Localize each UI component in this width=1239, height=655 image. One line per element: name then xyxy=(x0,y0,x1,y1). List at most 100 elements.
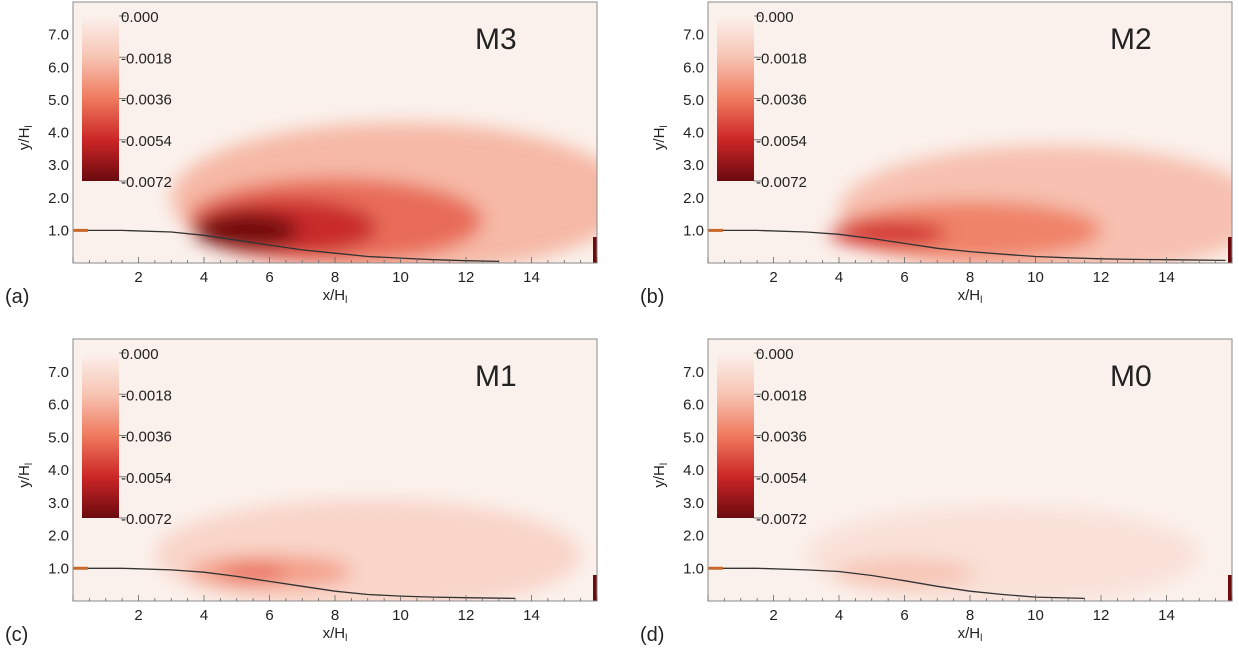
panel-4: 2 4 6 8 10 12 14 1.0 2.0 3.0 4.0 5.0 6.0 7.0 x/Hl y/Hl (… xyxy=(640,338,1233,646)
heatmap-region-3 xyxy=(829,220,948,247)
x-axis-label: x/Hl xyxy=(323,625,348,644)
colorbar-tick-label: -0.0054 xyxy=(121,133,172,150)
y-axis-label: y/Hl xyxy=(16,125,35,150)
y-tick-label: 6.0 xyxy=(48,397,69,414)
y-tick-label: 3.0 xyxy=(48,157,69,174)
x-tick-label: 12 xyxy=(1093,607,1110,624)
panel-2: 2 4 6 8 10 12 14 1.0 2.0 3.0 4.0 5.0 6.0 7.0 x/Hl y/Hl (… xyxy=(640,1,1233,308)
x-tick-label: 6 xyxy=(265,607,273,624)
colorbar-tick-label: -0.0054 xyxy=(756,133,807,150)
x-tick-label: 14 xyxy=(1158,607,1175,624)
interface-line xyxy=(73,229,499,263)
interface-line xyxy=(708,567,1085,600)
panel-label: (d) xyxy=(640,624,664,646)
outlet-edge xyxy=(1228,237,1232,263)
outlet-edge xyxy=(1228,575,1232,601)
x-tick-label: 14 xyxy=(523,607,540,624)
y-tick-label: 4.0 xyxy=(48,125,69,142)
y-tick-label: 6.0 xyxy=(48,59,69,76)
y-tick-label: 2.0 xyxy=(683,528,704,545)
y-tick-label: 2.0 xyxy=(48,190,69,207)
y-tick-label: 4.0 xyxy=(48,462,69,479)
heatmap-field xyxy=(154,499,581,601)
panel-1: 2 4 6 8 10 12 14 1.0 2.0 3.0 4.0 5.0 6.0 7.0 x/Hl y/Hl (… xyxy=(5,1,598,308)
y-tick-label: 4.0 xyxy=(683,125,704,142)
x-tick-label: 12 xyxy=(458,607,475,624)
y-axis-label: y/Hl xyxy=(651,463,670,488)
x-tick-label: 8 xyxy=(966,269,974,286)
colorbar xyxy=(82,353,119,518)
panel-label: (c) xyxy=(5,624,28,646)
y-tick-label: 7.0 xyxy=(683,27,704,44)
y-tick-label: 7.0 xyxy=(683,364,704,381)
x-tick-label: 8 xyxy=(331,607,339,624)
y-tick-label: 5.0 xyxy=(48,92,69,109)
x-tick-label: 10 xyxy=(1027,607,1044,624)
heatmap-field xyxy=(829,145,1232,263)
colorbar-tick-label: 0.000 xyxy=(756,346,794,363)
colorbar-tick-label: -0.0036 xyxy=(121,92,172,109)
colorbar-tick-label: -0.0072 xyxy=(756,174,807,191)
x-tick-label: 8 xyxy=(331,269,339,286)
heatmap-field xyxy=(806,506,1200,601)
heatmap-region-4 xyxy=(194,212,299,249)
x-tick-label: 2 xyxy=(134,269,142,286)
case-label: M1 xyxy=(475,360,517,393)
x-tick-label: 4 xyxy=(200,607,208,624)
y-tick-label: 3.0 xyxy=(683,495,704,512)
y-tick-label: 6.0 xyxy=(683,59,704,76)
colorbar-tick-label: -0.0072 xyxy=(121,511,172,528)
x-axis-label: x/Hl xyxy=(323,287,348,306)
y-tick-label: 1.0 xyxy=(48,222,69,239)
panel-label: (a) xyxy=(5,286,29,308)
y-tick-label: 2.0 xyxy=(48,528,69,545)
colorbar-tick-label: -0.0018 xyxy=(756,50,807,67)
x-tick-label: 14 xyxy=(523,269,540,286)
colorbar-tick-label: 0.000 xyxy=(121,9,159,26)
outlet-edge xyxy=(593,237,597,263)
colorbar-tick-label: -0.0054 xyxy=(756,470,807,487)
heatmap-region-3 xyxy=(220,564,286,582)
x-tick-label: 12 xyxy=(458,269,475,286)
y-axis-label: y/Hl xyxy=(651,125,670,150)
x-axis-label: x/Hl xyxy=(958,625,983,644)
y-tick-label: 5.0 xyxy=(683,429,704,446)
y-tick-label: 6.0 xyxy=(683,397,704,414)
outlet-edge xyxy=(593,575,597,601)
x-tick-label: 10 xyxy=(392,269,409,286)
y-tick-label: 3.0 xyxy=(48,495,69,512)
interface-line xyxy=(73,567,516,600)
colorbar-tick-label: 0.000 xyxy=(121,346,159,363)
y-tick-label: 2.0 xyxy=(683,190,704,207)
y-tick-label: 3.0 xyxy=(683,157,704,174)
x-tick-label: 2 xyxy=(769,269,777,286)
y-tick-label: 7.0 xyxy=(48,27,69,44)
x-tick-label: 6 xyxy=(900,269,908,286)
x-tick-label: 12 xyxy=(1093,269,1110,286)
y-tick-label: 4.0 xyxy=(683,462,704,479)
x-tick-label: 6 xyxy=(900,607,908,624)
x-tick-label: 4 xyxy=(835,269,843,286)
x-axis-label: x/Hl xyxy=(958,287,983,306)
x-tick-label: 10 xyxy=(392,607,409,624)
case-label: M3 xyxy=(475,23,517,56)
colorbar xyxy=(717,353,754,518)
y-tick-label: 1.0 xyxy=(683,222,704,239)
x-tick-label: 14 xyxy=(1158,269,1175,286)
colorbar-tick-label: -0.0018 xyxy=(121,387,172,404)
x-tick-label: 2 xyxy=(134,607,142,624)
colorbar-tick-label: -0.0072 xyxy=(121,174,172,191)
y-axis-label: y/Hl xyxy=(16,463,35,488)
x-tick-label: 8 xyxy=(966,607,974,624)
y-tick-label: 1.0 xyxy=(48,560,69,577)
colorbar xyxy=(82,16,119,181)
panel-label: (b) xyxy=(640,286,664,308)
x-tick-label: 2 xyxy=(769,607,777,624)
heatmap-field xyxy=(171,122,597,263)
heatmap-region-2 xyxy=(832,558,977,588)
x-tick-label: 4 xyxy=(200,269,208,286)
x-tick-label: 6 xyxy=(265,269,273,286)
colorbar-tick-label: 0.000 xyxy=(756,9,794,26)
